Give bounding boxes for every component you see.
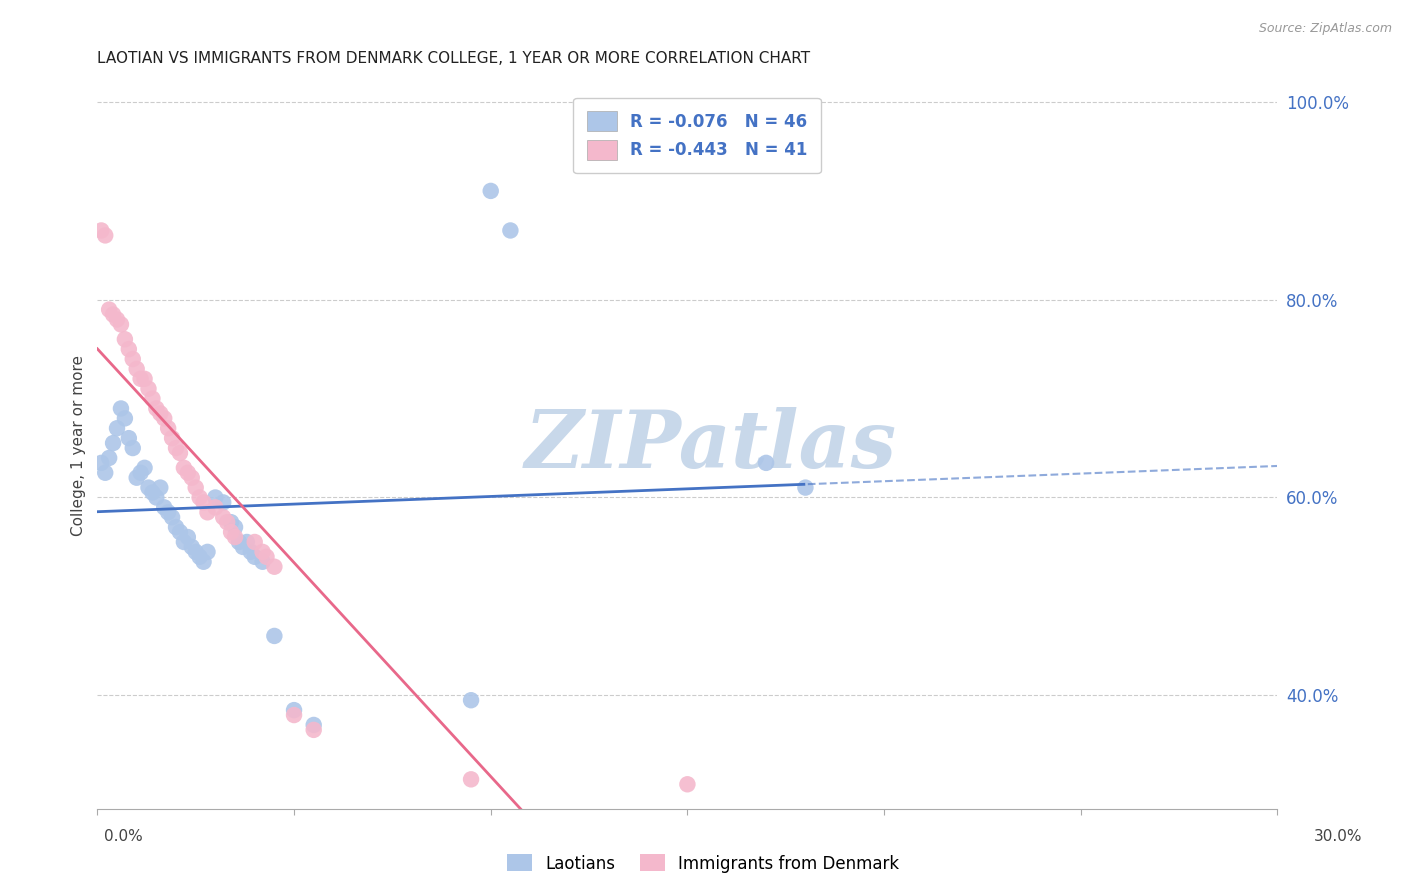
Point — [101, 436, 124, 450]
Point — [232, 540, 254, 554]
Legend: R = -0.076   N = 46, R = -0.443   N = 41: R = -0.076 N = 46, R = -0.443 N = 41 — [574, 98, 821, 173]
Point — [212, 495, 235, 509]
Point — [125, 471, 148, 485]
Point — [90, 456, 112, 470]
Point — [204, 491, 226, 505]
Point — [224, 520, 246, 534]
Point — [153, 500, 176, 515]
Point — [98, 302, 121, 317]
Point — [145, 401, 167, 416]
Text: 0.0%: 0.0% — [104, 830, 143, 844]
Point — [460, 693, 482, 707]
Point — [105, 312, 128, 326]
Point — [165, 441, 187, 455]
Point — [110, 318, 132, 332]
Point — [219, 525, 242, 540]
Point — [94, 466, 117, 480]
Point — [129, 466, 152, 480]
Point — [302, 718, 325, 732]
Point — [239, 545, 262, 559]
Point — [110, 401, 132, 416]
Point — [180, 471, 202, 485]
Point — [193, 555, 215, 569]
Point — [794, 481, 817, 495]
Point — [125, 362, 148, 376]
Point — [177, 466, 200, 480]
Point — [188, 549, 211, 564]
Point — [499, 223, 522, 237]
Point — [118, 342, 141, 356]
Point — [263, 559, 285, 574]
Point — [160, 510, 183, 524]
Point — [169, 525, 191, 540]
Point — [188, 491, 211, 505]
Point — [129, 372, 152, 386]
Point — [138, 382, 160, 396]
Text: LAOTIAN VS IMMIGRANTS FROM DENMARK COLLEGE, 1 YEAR OR MORE CORRELATION CHART: LAOTIAN VS IMMIGRANTS FROM DENMARK COLLE… — [97, 51, 810, 66]
Point — [145, 491, 167, 505]
Point — [141, 392, 163, 406]
Point — [173, 460, 195, 475]
Point — [94, 228, 117, 243]
Point — [204, 500, 226, 515]
Point — [252, 545, 274, 559]
Point — [153, 411, 176, 425]
Y-axis label: College, 1 year or more: College, 1 year or more — [72, 355, 86, 536]
Point — [236, 535, 259, 549]
Point — [173, 535, 195, 549]
Point — [302, 723, 325, 737]
Point — [121, 352, 143, 367]
Legend: Laotians, Immigrants from Denmark: Laotians, Immigrants from Denmark — [501, 847, 905, 880]
Point — [180, 540, 202, 554]
Text: ZIPatlas: ZIPatlas — [524, 407, 897, 484]
Point — [101, 308, 124, 322]
Point — [283, 703, 305, 717]
Point — [149, 481, 172, 495]
Point — [252, 555, 274, 569]
Point — [243, 535, 266, 549]
Point — [121, 441, 143, 455]
Point — [197, 505, 219, 519]
Point — [676, 777, 699, 791]
Point — [90, 223, 112, 237]
Point — [263, 629, 285, 643]
Point — [118, 431, 141, 445]
Point — [224, 530, 246, 544]
Point — [160, 431, 183, 445]
Point — [134, 460, 156, 475]
Point — [197, 545, 219, 559]
Point — [157, 421, 180, 435]
Point — [134, 372, 156, 386]
Point — [479, 184, 502, 198]
Point — [141, 485, 163, 500]
Point — [212, 510, 235, 524]
Point — [138, 481, 160, 495]
Point — [184, 545, 207, 559]
Point — [256, 549, 278, 564]
Point — [243, 549, 266, 564]
Point — [755, 456, 778, 470]
Point — [105, 421, 128, 435]
Point — [219, 515, 242, 529]
Point — [165, 520, 187, 534]
Point — [114, 411, 136, 425]
Point — [177, 530, 200, 544]
Point — [157, 505, 180, 519]
Point — [193, 495, 215, 509]
Point — [114, 332, 136, 346]
Point — [217, 515, 239, 529]
Point — [184, 481, 207, 495]
Text: Source: ZipAtlas.com: Source: ZipAtlas.com — [1258, 22, 1392, 36]
Point — [283, 708, 305, 723]
Point — [149, 406, 172, 420]
Point — [98, 450, 121, 465]
Point — [228, 535, 250, 549]
Text: 30.0%: 30.0% — [1315, 830, 1362, 844]
Point — [460, 772, 482, 787]
Point — [169, 446, 191, 460]
